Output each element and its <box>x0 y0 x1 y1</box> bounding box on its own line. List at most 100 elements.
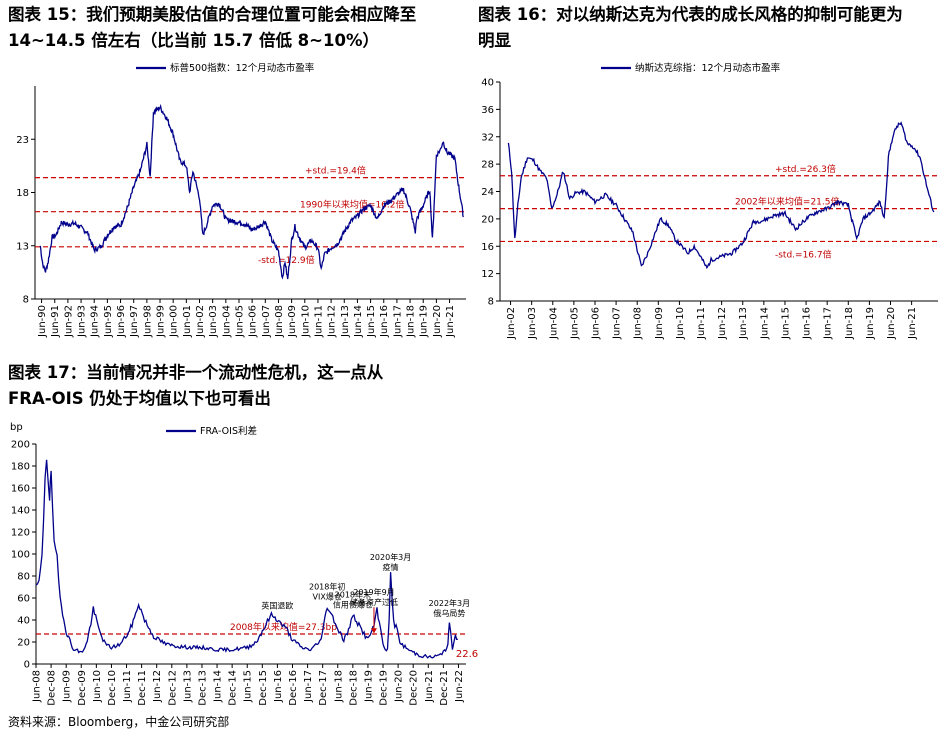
fig17-x-tick-label: Jun-20 <box>394 670 405 703</box>
fig15-ref-label: +std.=19.4倍 <box>305 165 366 177</box>
fig17-x-tick-label: Jun-15 <box>243 670 254 703</box>
fig17-y-tick-label: 60 <box>17 594 30 605</box>
fig15-legend-label: 标普500指数：12个月动态市盈率 <box>170 62 315 74</box>
fig15-x-tick-label: Jun-06 <box>248 305 259 338</box>
fig16-x-tick-label: Jun-04 <box>548 307 559 340</box>
fig15-x-tick-label: Jun-98 <box>142 305 153 338</box>
fig17-x-tick-label: Jun-19 <box>363 670 374 703</box>
fig17-y-tick-label: 120 <box>11 528 30 539</box>
fig15-x-tick-label: Jun-21 <box>445 305 456 338</box>
fig17-x-tick-label: Dec-14 <box>228 670 239 706</box>
fig17-last-value-label: 22.6 <box>456 649 478 660</box>
fig16-ref-label: +std.=26.3倍 <box>775 163 836 175</box>
fig16-ref-label: -std.=16.7倍 <box>775 248 832 260</box>
fig17-x-tick-label: Dec-10 <box>107 670 118 706</box>
fig17-x-tick-label: Dec-21 <box>439 670 450 706</box>
fig17-annotation-text: 俄乌局势 <box>433 608 465 618</box>
fig16-x-tick-label: Jun-06 <box>590 307 601 340</box>
fig16-x-tick-label: Jun-08 <box>633 307 644 340</box>
fig16-x-tick-label: Jun-09 <box>654 307 665 340</box>
fig17-y-axis-label: bp <box>10 422 23 433</box>
fig15-x-tick-label: Jun-00 <box>169 305 180 338</box>
fig15-y-tick-label: 8 <box>23 295 29 306</box>
fig17-x-tick-label: Jun-16 <box>273 670 284 703</box>
fig15-x-tick-label: Jun-97 <box>129 305 140 338</box>
fig16-x-tick-label: Jun-02 <box>506 307 517 340</box>
fig15-x-tick-label: Jun-93 <box>77 305 88 338</box>
fig15-series-line <box>39 103 464 280</box>
fig17-y-tick-label: 160 <box>11 484 30 495</box>
fig16-y-tick-label: 16 <box>481 242 494 253</box>
source-note: 资料来源：Bloomberg，中金公司研究部 <box>8 715 230 729</box>
fig16-x-tick-label: Jun-14 <box>759 307 770 340</box>
fig16-x-tick-label: Jun-17 <box>823 307 834 340</box>
fig15-y-tick-label: 23 <box>16 135 29 146</box>
fig15-x-tick-label: Jun-09 <box>287 305 298 338</box>
fig16-legend-label: 纳斯达克综指：12个月动态市盈率 <box>635 62 781 74</box>
fig17-title-line2: FRA-OIS 仍处于均值以下也可看出 <box>8 389 271 408</box>
fig16-x-tick-label: Jun-20 <box>886 307 897 340</box>
fig17-y-tick-label: 40 <box>17 616 30 627</box>
fig17-y-tick-label: 100 <box>11 550 30 561</box>
fig17-x-tick-label: Dec-13 <box>197 670 208 706</box>
fig17-x-tick-label: Dec-09 <box>77 670 88 706</box>
fig17-y-tick-label: 140 <box>11 506 30 517</box>
fig17-x-tick-label: Jun-17 <box>303 670 314 703</box>
fig15-x-tick-label: Jun-99 <box>156 305 167 338</box>
fig16-x-tick-label: Jun-18 <box>844 307 855 340</box>
fig15-x-tick-label: Jun-92 <box>63 305 74 338</box>
fig15-x-tick-label: Jun-17 <box>392 305 403 338</box>
fig16-series-line <box>507 121 935 270</box>
fig15-x-tick-label: Jun-18 <box>406 305 417 338</box>
fig15-x-tick-label: Jun-08 <box>274 305 285 338</box>
fig16-title-line2: 明显 <box>478 31 511 50</box>
fig17-x-tick-label: Jun-22 <box>454 670 465 703</box>
fig17-x-tick-label: Jun-13 <box>182 670 193 703</box>
fig16-y-tick-label: 36 <box>481 105 494 116</box>
fig17-y-tick-label: 0 <box>24 660 30 671</box>
fig15-y-tick-label: 18 <box>16 188 29 199</box>
fig15-title: 图表 15：我们预期美股估值的合理位置可能会相应降至 14~14.5 倍左右（比… <box>8 2 416 54</box>
fig15-title-line1: 图表 15：我们预期美股估值的合理位置可能会相应降至 <box>8 5 417 24</box>
fig17-x-tick-label: Jun-10 <box>92 670 103 703</box>
fig16-x-tick-label: Jun-03 <box>527 307 538 340</box>
fig17-annotation-text: 2018年末 <box>335 589 371 599</box>
fig17-ref-label: 2008年以来均值=27.3bp <box>230 621 337 633</box>
fig15-x-tick-label: Jun-13 <box>340 305 351 338</box>
fig15-ref-label: -std.=12.9倍 <box>258 254 315 266</box>
fig17-y-tick-label: 200 <box>11 440 30 451</box>
fig17-x-tick-label: Dec-16 <box>288 670 299 706</box>
fig15-title-line2: 14~14.5 倍左右（比当前 15.7 倍低 8~10%） <box>8 31 379 50</box>
fig15-x-tick-label: Jun-10 <box>300 305 311 338</box>
fig15-x-tick-label: Jun-03 <box>208 305 219 338</box>
fig17-legend-label: FRA-OIS利差 <box>200 425 257 437</box>
fig17-x-tick-label: Dec-19 <box>379 670 390 706</box>
fig16-y-tick-label: 40 <box>481 78 494 89</box>
fig15-x-tick-label: Jun-19 <box>419 305 430 338</box>
fig15-x-tick-label: Jun-14 <box>353 305 364 338</box>
fig16-title: 图表 16：对以纳斯达克为代表的成长风格的抑制可能更为 明显 <box>478 2 903 54</box>
fig16-title-line1: 图表 16：对以纳斯达克为代表的成长风格的抑制可能更为 <box>478 5 903 24</box>
fig15-x-tick-label: Jun-91 <box>50 305 61 338</box>
fig16-x-tick-label: Jun-05 <box>569 307 580 340</box>
fig15-x-tick-label: Jun-95 <box>103 305 114 338</box>
fig17-x-tick-label: Jun-09 <box>62 670 73 703</box>
fig17-annotation-text: VIX爆仓 <box>313 592 342 602</box>
fig15-x-tick-label: Jun-05 <box>234 305 245 338</box>
fig16-x-tick-label: Jun-16 <box>802 307 813 340</box>
fig17-y-tick-label: 180 <box>11 462 30 473</box>
fig17-x-tick-label: Dec-17 <box>318 670 329 706</box>
fig15-x-tick-label: Jun-16 <box>379 305 390 338</box>
fig17-annotation-arrowhead <box>370 628 377 634</box>
fig15-x-tick-label: Jun-90 <box>37 305 48 338</box>
fig16-y-tick-label: 20 <box>481 214 494 225</box>
fig17-x-tick-label: Jun-12 <box>152 670 163 703</box>
fig17-title: 图表 17：当前情况并非一个流动性危机，这一点从 FRA-OIS 仍处于均值以下… <box>8 360 383 412</box>
fig17-y-tick-label: 80 <box>17 572 30 583</box>
fig15-x-tick-label: Jun-02 <box>195 305 206 338</box>
fig15-x-tick-label: Jun-12 <box>327 305 338 338</box>
fig17-x-tick-label: Jun-21 <box>424 670 435 703</box>
